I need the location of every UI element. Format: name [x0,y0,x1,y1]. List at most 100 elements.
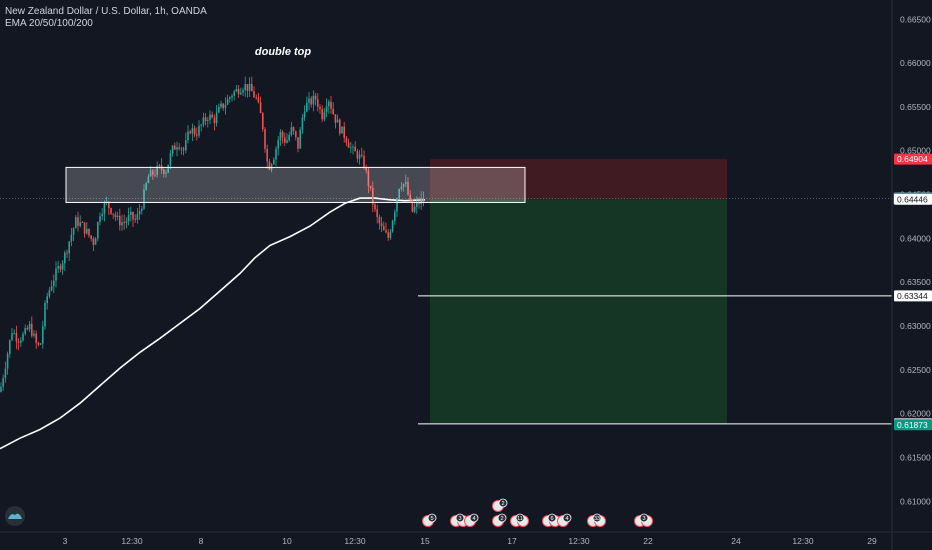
candle-body [273,159,275,165]
candle-body [422,198,425,201]
candle-body [37,342,40,345]
price-tag [894,419,932,431]
double-top-annotation[interactable]: double top [255,46,311,58]
candle-body [354,146,356,152]
candle-body [402,183,405,187]
candle-body [361,154,363,156]
candle-body [233,91,235,96]
event-count-label: 3 [458,516,461,522]
candle-body [343,126,345,138]
event-count-badge[interactable] [547,513,557,523]
candle-body [86,228,88,234]
candle-body [394,211,396,221]
candle-body [240,92,242,95]
candle-body [317,99,319,107]
price-tick-label: 0.64000 [900,233,931,243]
candle-body [28,323,31,330]
event-count-label: 4 [565,516,568,522]
candle-body [15,332,18,342]
candle-body [385,230,387,233]
candle-body [356,151,359,159]
event-count-badge[interactable] [498,498,508,508]
price-tick-label: 0.62500 [900,365,931,375]
stop-loss-zone[interactable] [430,159,727,200]
candle-body [110,208,112,214]
candle-body [103,203,106,215]
event-count-badge[interactable] [592,513,602,523]
price-tag-label: 0.64446 [897,194,928,204]
candle-body [141,208,143,211]
time-tick-label: 24 [731,536,741,546]
event-count-badge[interactable] [427,513,437,523]
time-tick-label: 22 [643,536,653,546]
candle-body [154,174,156,176]
take-profit-zone[interactable] [430,199,727,424]
time-tick-label: 8 [199,536,204,546]
candle-body [123,222,125,223]
candle-body [191,128,194,134]
candle-body [292,127,295,132]
time-tick-label: 12:30 [344,536,366,546]
candle-body [127,214,130,222]
event-count-badge[interactable] [639,513,649,523]
candle-body [50,286,53,291]
candle-body [92,238,95,245]
symbol-title[interactable]: New Zealand Dollar / U.S. Dollar, 1h, OA… [5,6,207,17]
candle-body [136,214,139,220]
candle-body [277,140,279,149]
event-count-badge[interactable] [562,513,572,523]
candle-body [108,201,110,209]
candle-body [130,211,132,215]
candle-body [39,343,42,345]
candle-body [323,112,326,120]
candle-body [244,84,246,91]
candle-body [167,164,169,173]
candle-body [20,340,22,343]
candle-body [53,280,55,287]
candle-body [81,222,84,224]
candle-body [143,189,145,209]
time-tick-label: 29 [867,536,877,546]
candle-body [284,137,286,143]
candle-body [31,323,33,336]
candle-body [235,88,238,92]
candle-body [253,91,255,98]
candle-body [336,119,339,123]
candle-body [147,176,150,184]
candle-body [26,327,29,330]
candle-body [275,148,277,160]
event-count-badge[interactable] [497,513,507,523]
candle-body [125,221,128,223]
candle-body [255,97,257,99]
candle-body [376,209,378,217]
candle-body [176,147,178,150]
candle-body [341,126,343,134]
price-tag [894,153,932,165]
candle-body [35,333,37,343]
price-tick-label: 0.65000 [900,146,931,156]
indicator-label[interactable]: EMA 20/50/100/200 [5,18,93,29]
candle-body [288,135,290,141]
candle-body [266,148,268,162]
candle-body [17,341,20,343]
price-tick-label: 0.66000 [900,58,931,68]
event-count-badge[interactable] [455,513,465,523]
candle-body [312,95,315,105]
event-count-badge[interactable] [515,513,525,523]
event-count-label: 6 [550,516,553,522]
event-count-badge[interactable] [469,513,479,523]
price-tag-label: 0.64904 [897,154,928,164]
candle-body [22,333,24,341]
candle-body [246,84,249,91]
candle-body [242,90,244,93]
candle-body [196,134,198,136]
candle-body [64,252,66,264]
candle-body [101,214,103,217]
price-tag-label: 0.63344 [897,291,928,301]
candle-body [97,222,99,239]
candle-body [310,98,312,105]
candle-body [413,206,416,212]
candle-body [347,142,350,148]
resistance-zone-rectangle[interactable] [65,166,526,203]
